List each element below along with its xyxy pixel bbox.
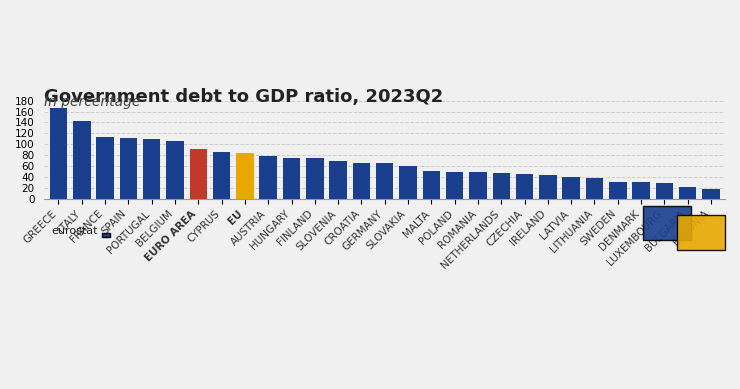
Bar [609, 182, 627, 199]
Bar [166, 141, 184, 199]
FancyBboxPatch shape [677, 216, 725, 250]
Bar [516, 174, 534, 199]
Text: Government debt to GDP ratio, 2023Q2: Government debt to GDP ratio, 2023Q2 [44, 88, 444, 106]
Bar [446, 172, 463, 199]
Bar [283, 158, 300, 199]
FancyBboxPatch shape [643, 206, 691, 240]
Bar [679, 187, 696, 199]
Bar [586, 178, 603, 199]
Bar [353, 163, 370, 199]
Bar [143, 138, 161, 199]
Bar [189, 149, 207, 199]
Bar [96, 137, 114, 199]
Bar [423, 171, 440, 199]
Bar [469, 172, 487, 199]
Bar [400, 166, 417, 199]
Bar [633, 182, 650, 199]
Bar [376, 163, 394, 199]
FancyBboxPatch shape [102, 233, 110, 237]
Bar [493, 173, 510, 199]
Bar [73, 121, 90, 199]
Bar [306, 158, 323, 199]
Bar [562, 177, 580, 199]
Bar [539, 175, 556, 199]
Text: In percentage: In percentage [44, 95, 141, 109]
Bar [702, 189, 720, 199]
Bar [656, 183, 673, 199]
Bar [329, 161, 347, 199]
Bar [213, 152, 230, 199]
Bar [260, 156, 277, 199]
Bar [120, 138, 137, 199]
Text: eurostat: eurostat [51, 226, 98, 236]
Bar [50, 108, 67, 199]
Bar [236, 153, 254, 199]
